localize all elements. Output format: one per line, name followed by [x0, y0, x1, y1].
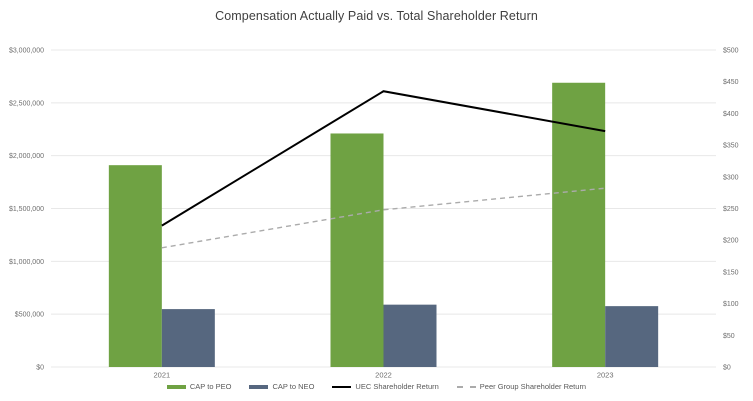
right-axis-tick: $350: [723, 143, 739, 150]
right-axis-tick: $150: [723, 269, 739, 276]
left-axis-tick: $1,000,000: [9, 259, 44, 266]
legend-label-cap-to-peo: CAP to PEO: [189, 382, 232, 391]
bar-cap-to-peo: [330, 133, 384, 367]
bar-cap-to-neo: [605, 306, 659, 367]
x-axis-label: 2022: [375, 371, 392, 380]
legend-swatch-uec-shareholder-return: [332, 385, 352, 388]
legend-label-cap-to-neo: CAP to NEO: [272, 382, 315, 391]
legend-label-peer-group-shareholder-return: Peer Group Shareholder Return: [479, 382, 587, 391]
legend-item-peer-group-shareholder-return: Peer Group Shareholder Return: [456, 382, 587, 391]
left-axis-tick: $2,500,000: [9, 100, 44, 107]
x-axis-label: 2023: [597, 371, 614, 380]
right-axis-tick: $400: [723, 111, 739, 118]
left-axis-tick: $3,000,000: [9, 48, 44, 55]
left-axis-tick: $2,000,000: [9, 153, 44, 160]
chart-title: Compensation Actually Paid vs. Total Sha…: [215, 9, 538, 23]
legend-swatch-cap-to-peo: [166, 384, 186, 389]
legend-item-cap-to-neo: CAP to NEO: [249, 382, 314, 391]
right-axis-tick: $100: [723, 301, 739, 308]
bar-cap-to-peo: [108, 165, 162, 367]
left-axis-tick: $500,000: [15, 312, 44, 319]
bar-cap-to-neo: [383, 304, 437, 367]
legend-swatch-cap-to-neo: [249, 384, 269, 389]
legend-item-uec-shareholder-return: UEC Shareholder Return: [332, 382, 439, 391]
legend-item-cap-to-peo: CAP to PEO: [166, 382, 232, 391]
right-axis-tick: $450: [723, 79, 739, 86]
legend-label-uec-shareholder-return: UEC Shareholder Return: [355, 382, 439, 391]
right-axis-tick: $300: [723, 174, 739, 181]
line-uec-shareholder-return: [161, 90, 606, 227]
right-axis-tick: $200: [723, 238, 739, 245]
x-axis-label: 2021: [153, 371, 170, 380]
line-peer-group-shareholder-return: [161, 187, 606, 249]
right-axis-tick: $250: [723, 206, 739, 213]
left-axis-tick: $0: [36, 365, 44, 372]
legend: CAP to PEO CAP to NEO UEC Shareholder Re…: [0, 382, 753, 391]
right-axis-tick: $500: [723, 48, 739, 55]
legend-swatch-peer-group-shareholder-return: [456, 385, 476, 388]
bar-cap-to-neo: [161, 309, 215, 367]
left-axis-tick: $1,500,000: [9, 206, 44, 213]
right-axis-tick: $0: [723, 365, 731, 372]
right-axis-tick: $50: [723, 333, 735, 340]
